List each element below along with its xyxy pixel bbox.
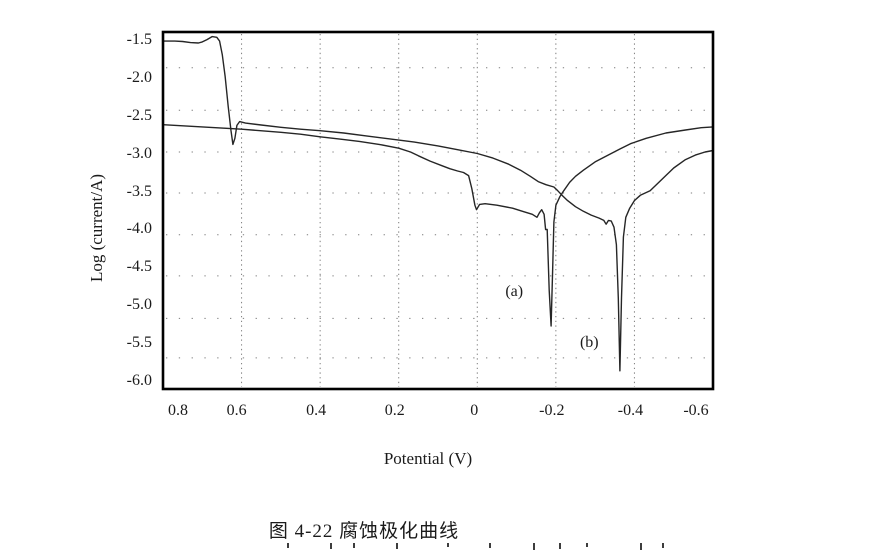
curve-b	[162, 35, 714, 372]
cropped-text-remnant	[353, 543, 355, 548]
x-tick-label: 0	[470, 402, 479, 419]
figure-caption: 图 4-22 腐蚀极化曲线	[268, 521, 460, 542]
y-tick-label: -4.0	[126, 220, 152, 238]
curve-label-a: (a)	[505, 283, 524, 301]
cropped-text-remnant	[489, 543, 491, 548]
y-tick-label: -4.5	[126, 258, 152, 276]
cropped-text-remnant	[287, 543, 289, 548]
x-tick-label: 0.2	[384, 402, 405, 419]
curve-label-b: (b)	[579, 333, 599, 351]
cropped-text-remnant	[640, 543, 642, 550]
y-tick-label: -2.0	[126, 68, 152, 86]
y-tick-label: -1.5	[126, 30, 152, 48]
curve-a	[162, 123, 714, 327]
y-tick-label: -2.5	[126, 106, 152, 124]
y-tick-label: -5.5	[126, 334, 152, 352]
plot-border	[161, 30, 715, 391]
x-tick-label: -0.2	[539, 402, 565, 419]
cropped-text-remnant	[533, 543, 535, 550]
y-tick-label: -3.0	[126, 144, 152, 162]
cropped-text-remnant	[447, 543, 449, 547]
cropped-text-remnant	[662, 543, 664, 548]
x-tick-label: -0.4	[617, 402, 644, 419]
y-tick-label: -6.0	[126, 372, 152, 390]
x-tick-label: 0.4	[306, 402, 327, 419]
cropped-text-remnant	[586, 543, 588, 547]
x-axis-title: Potential (V)	[383, 449, 473, 468]
y-tick-label: -3.5	[126, 182, 152, 200]
x-tick-label: 0.8	[168, 402, 188, 419]
cropped-text-remnant	[396, 543, 398, 549]
x-tick-label: 0.6	[226, 402, 247, 419]
cropped-text-remnant	[559, 543, 561, 549]
x-tick-label: -0.6	[683, 402, 709, 419]
y-tick-label: -5.0	[126, 296, 152, 314]
cropped-text-remnant	[330, 543, 332, 549]
